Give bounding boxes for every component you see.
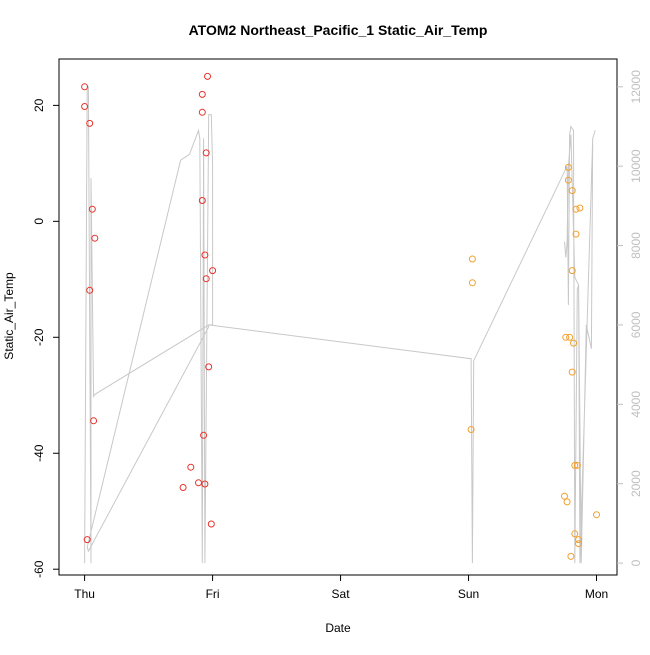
data-point <box>179 484 187 491</box>
data-point <box>83 536 91 544</box>
y2-tick-label: 12000 <box>629 70 643 104</box>
data-point <box>562 333 570 341</box>
data-point <box>570 339 577 347</box>
plot-frame <box>58 58 618 576</box>
data-point <box>202 149 210 157</box>
x-tick-label: Fri <box>206 587 220 601</box>
data-point <box>575 540 583 548</box>
data-point <box>593 511 600 519</box>
y2-tick-label: 6000 <box>629 311 643 338</box>
axes-layer: Thu Fri Sat Sun Mon -60 -40 -20 0 20 0 2000 4000 6000… <box>32 70 643 601</box>
data-point <box>576 204 584 212</box>
data-point <box>198 197 206 204</box>
points-layer <box>81 72 600 560</box>
y2-tick-label: 2000 <box>629 470 643 497</box>
data-point <box>202 275 210 283</box>
data-point <box>572 205 580 213</box>
data-point <box>198 90 206 98</box>
y-tick-label: 20 <box>32 98 46 112</box>
data-point <box>198 108 206 116</box>
altitude-line <box>84 86 596 564</box>
data-point <box>88 205 96 213</box>
y2-tick-label: 4000 <box>629 391 643 418</box>
y2-tick-label: 0 <box>629 559 643 566</box>
data-point <box>90 417 98 425</box>
data-point <box>571 530 579 538</box>
data-point <box>81 103 89 110</box>
data-point <box>209 267 217 275</box>
data-point <box>564 176 572 184</box>
x-tick-label: Sun <box>458 587 479 601</box>
data-point <box>187 463 195 471</box>
y-tick-label: -60 <box>32 560 46 578</box>
data-point <box>205 363 213 371</box>
data-point <box>81 83 89 91</box>
data-point <box>467 426 475 433</box>
y2-tick-label: 10000 <box>629 149 643 183</box>
data-point <box>200 431 208 439</box>
data-point <box>86 286 94 294</box>
data-point <box>568 187 576 195</box>
data-point <box>568 267 576 275</box>
data-point <box>567 552 575 560</box>
data-point <box>468 279 476 287</box>
y-axis-label: Static_Air_Temp <box>2 272 16 360</box>
y2-tick-label: 8000 <box>629 232 643 259</box>
x-tick-label: Thu <box>74 587 95 601</box>
chart-title: ATOM2 Northeast_Pacific_1 Static_Air_Tem… <box>189 22 488 38</box>
x-tick-label: Mon <box>585 587 608 601</box>
data-point <box>572 230 580 238</box>
data-point <box>571 461 579 469</box>
x-axis-label: Date <box>325 621 351 635</box>
y-tick-label: 0 <box>32 218 46 225</box>
data-point <box>568 368 576 376</box>
data-point <box>91 234 99 242</box>
data-point <box>575 536 583 544</box>
data-point <box>564 163 572 171</box>
y-tick-label: -40 <box>32 444 46 462</box>
data-point <box>201 480 209 488</box>
data-point <box>573 461 581 469</box>
data-point <box>86 119 94 127</box>
data-point <box>468 255 476 263</box>
altitude-layer <box>84 86 596 564</box>
data-point <box>563 498 571 506</box>
data-point <box>204 72 211 80</box>
x-tick-label: Sat <box>332 587 351 601</box>
data-point <box>195 479 202 487</box>
data-point <box>207 520 215 528</box>
data-point <box>201 251 209 259</box>
y-tick-label: -20 <box>32 328 46 346</box>
data-point <box>566 333 574 341</box>
data-point <box>561 492 568 500</box>
